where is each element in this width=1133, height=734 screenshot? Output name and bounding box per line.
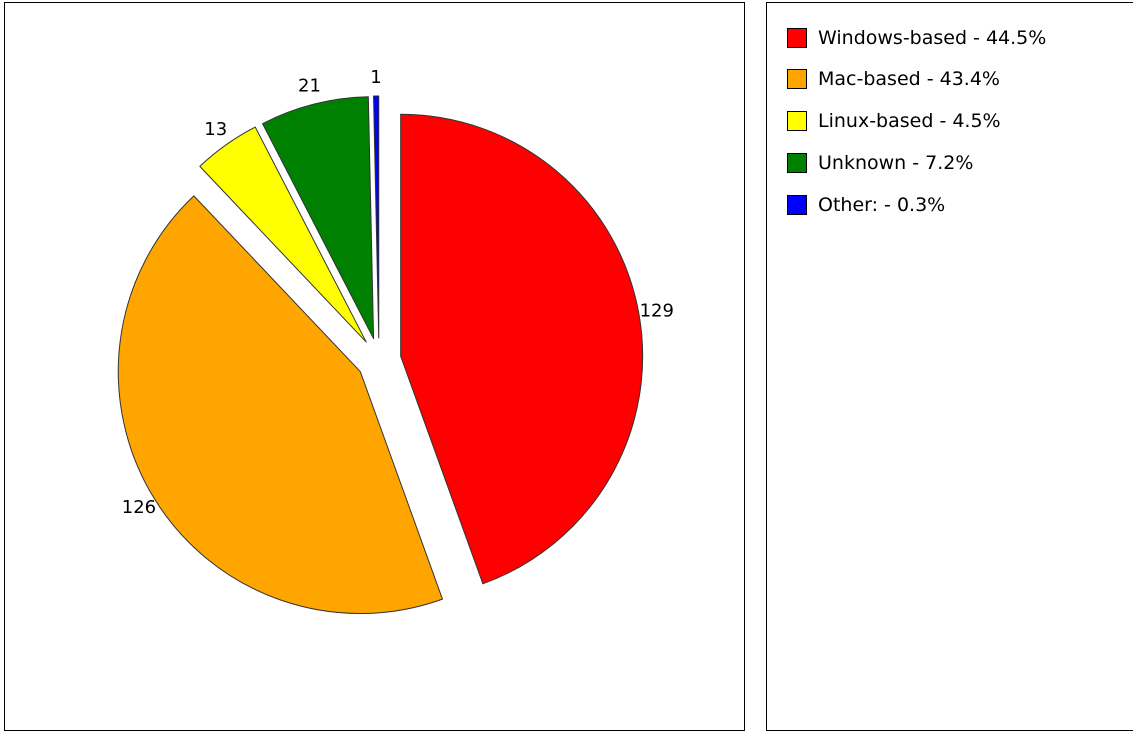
legend-panel: Windows-based - 44.5% Mac-based - 43.4% … xyxy=(766,2,1133,731)
legend-swatch-other xyxy=(787,195,807,215)
legend-swatch-linux xyxy=(787,111,807,131)
pie-value-label-unknown: 21 xyxy=(298,76,321,97)
pie-value-label-linux: 13 xyxy=(204,119,227,140)
legend-item-other: Other: - 0.3% xyxy=(787,193,945,217)
pie-slices xyxy=(117,95,644,614)
legend-item-unknown: Unknown - 7.2% xyxy=(787,151,973,175)
legend-item-linux: Linux-based - 4.5% xyxy=(787,109,1001,133)
pie-slice-mac xyxy=(117,195,443,614)
pie-slice-other xyxy=(373,95,380,339)
pie-chart: 129 126 13 21 1 xyxy=(117,67,674,614)
chart-panel: 129 126 13 21 1 xyxy=(4,2,745,731)
pie-slice-linux xyxy=(199,126,367,343)
pie-value-label-other: 1 xyxy=(370,67,381,88)
legend-item-windows: Windows-based - 44.5% xyxy=(787,26,1046,50)
pie-slice-windows xyxy=(400,113,644,585)
legend-label-windows: Windows-based - 44.5% xyxy=(818,27,1047,49)
legend-swatch-mac xyxy=(787,69,807,89)
legend-label-unknown: Unknown - 7.2% xyxy=(818,152,974,174)
pie-slice-unknown xyxy=(262,96,375,340)
legend-item-mac: Mac-based - 43.4% xyxy=(787,67,1000,91)
legend-swatch-windows xyxy=(787,28,807,48)
legend-label-other: Other: - 0.3% xyxy=(818,194,946,216)
pie-value-label-windows: 129 xyxy=(640,300,674,321)
legend-swatch-unknown xyxy=(787,153,807,173)
legend-label-linux: Linux-based - 4.5% xyxy=(818,110,1001,132)
pie-value-label-mac: 126 xyxy=(122,497,156,518)
pie-value-labels: 129 126 13 21 1 xyxy=(122,67,674,518)
legend-label-mac: Mac-based - 43.4% xyxy=(818,68,1000,90)
